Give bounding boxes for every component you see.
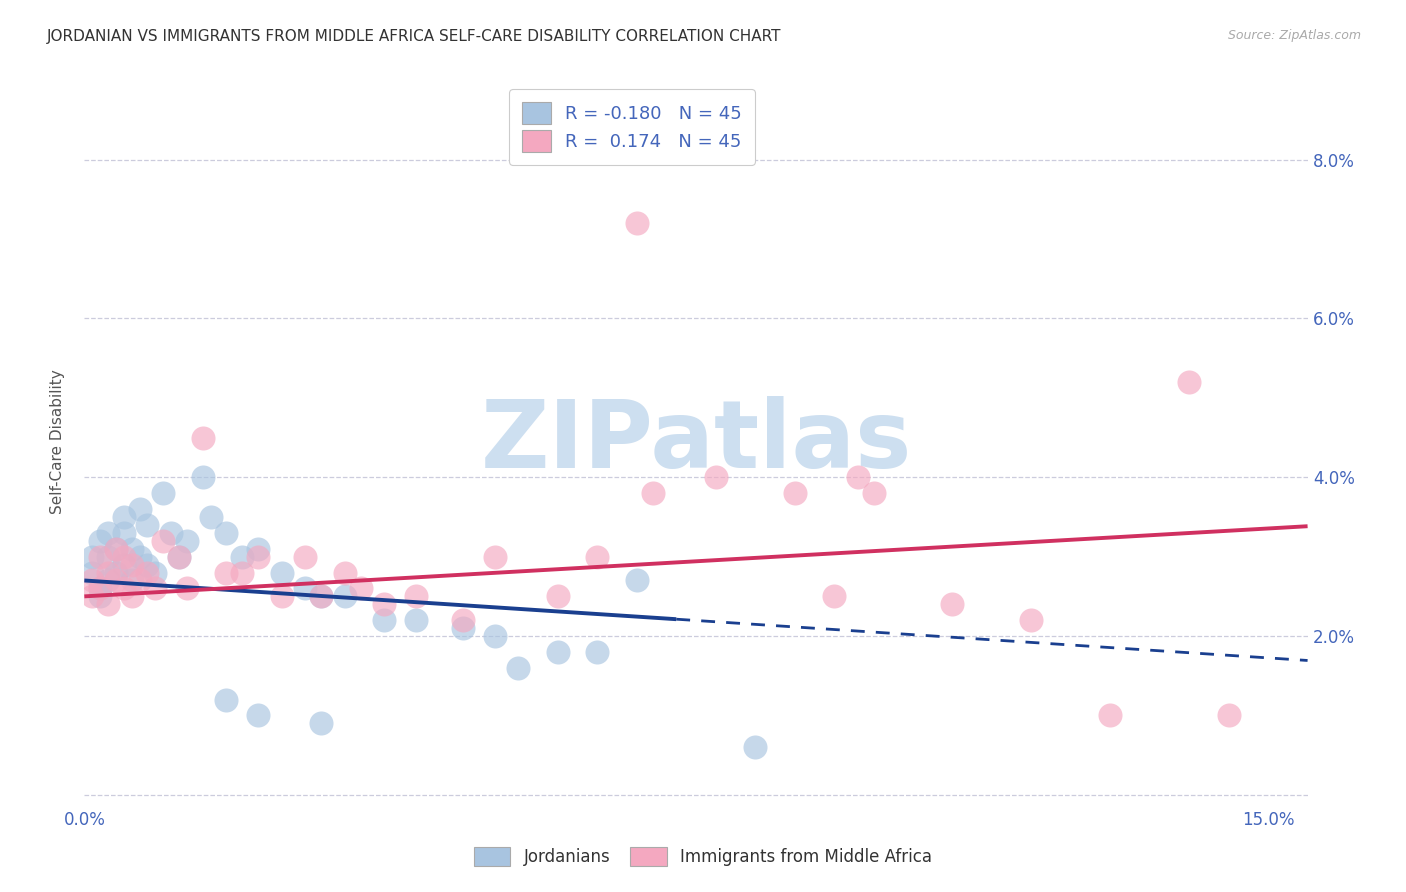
Point [586, 645, 609, 659]
Point [309, 716, 332, 731]
Point [626, 574, 648, 588]
Point [246, 541, 269, 556]
Point [97, 566, 120, 580]
Point [941, 597, 963, 611]
Point [191, 470, 214, 484]
Point [136, 558, 159, 572]
Point [215, 525, 238, 540]
Legend: Jordanians, Immigrants from Middle Africa: Jordanians, Immigrants from Middle Afric… [467, 840, 939, 873]
Point [333, 590, 356, 604]
Point [104, 566, 127, 580]
Point [121, 541, 143, 556]
Point [270, 566, 292, 580]
Point [112, 582, 135, 596]
Point [176, 533, 198, 548]
Point [373, 613, 395, 627]
Point [1178, 375, 1201, 389]
Point [97, 574, 120, 588]
Point [200, 510, 222, 524]
Point [176, 582, 198, 596]
Point [104, 574, 127, 588]
Point [104, 541, 127, 556]
Point [121, 574, 143, 588]
Point [136, 566, 159, 580]
Point [246, 549, 269, 564]
Point [191, 431, 214, 445]
Point [451, 613, 474, 627]
Point [1218, 708, 1240, 723]
Point [704, 470, 727, 484]
Point [128, 549, 150, 564]
Point [373, 597, 395, 611]
Point [112, 558, 135, 572]
Point [309, 590, 332, 604]
Point [626, 216, 648, 230]
Point [641, 486, 664, 500]
Point [405, 613, 427, 627]
Point [89, 549, 111, 564]
Point [1021, 613, 1043, 627]
Point [484, 629, 506, 643]
Point [136, 517, 159, 532]
Point [484, 549, 506, 564]
Point [215, 692, 238, 706]
Point [160, 525, 183, 540]
Point [451, 621, 474, 635]
Point [121, 558, 143, 572]
Point [145, 582, 167, 596]
Point [112, 549, 135, 564]
Point [82, 549, 104, 564]
Text: ZIPatlas: ZIPatlas [481, 395, 911, 488]
Point [145, 566, 167, 580]
Point [167, 549, 190, 564]
Point [333, 566, 356, 580]
Point [89, 533, 111, 548]
Point [405, 590, 427, 604]
Point [82, 590, 104, 604]
Point [270, 590, 292, 604]
Point [152, 486, 174, 500]
Point [783, 486, 806, 500]
Point [215, 566, 238, 580]
Point [128, 502, 150, 516]
Point [152, 533, 174, 548]
Point [823, 590, 845, 604]
Point [547, 590, 569, 604]
Text: Source: ZipAtlas.com: Source: ZipAtlas.com [1227, 29, 1361, 42]
Y-axis label: Self-Care Disability: Self-Care Disability [51, 369, 65, 514]
Legend: R = -0.180   N = 45, R =  0.174   N = 45: R = -0.180 N = 45, R = 0.174 N = 45 [509, 89, 755, 165]
Point [508, 661, 530, 675]
Point [846, 470, 869, 484]
Point [862, 486, 884, 500]
Point [167, 549, 190, 564]
Point [89, 590, 111, 604]
Point [231, 549, 253, 564]
Point [104, 541, 127, 556]
Point [309, 590, 332, 604]
Point [744, 740, 766, 755]
Point [89, 582, 111, 596]
Point [128, 574, 150, 588]
Point [121, 590, 143, 604]
Point [586, 549, 609, 564]
Point [97, 597, 120, 611]
Point [82, 566, 104, 580]
Point [231, 566, 253, 580]
Point [294, 549, 316, 564]
Point [97, 549, 120, 564]
Point [1099, 708, 1122, 723]
Point [97, 525, 120, 540]
Point [82, 574, 104, 588]
Point [349, 582, 371, 596]
Point [112, 510, 135, 524]
Point [547, 645, 569, 659]
Text: JORDANIAN VS IMMIGRANTS FROM MIDDLE AFRICA SELF-CARE DISABILITY CORRELATION CHAR: JORDANIAN VS IMMIGRANTS FROM MIDDLE AFRI… [46, 29, 780, 44]
Point [89, 582, 111, 596]
Point [246, 708, 269, 723]
Point [112, 525, 135, 540]
Point [294, 582, 316, 596]
